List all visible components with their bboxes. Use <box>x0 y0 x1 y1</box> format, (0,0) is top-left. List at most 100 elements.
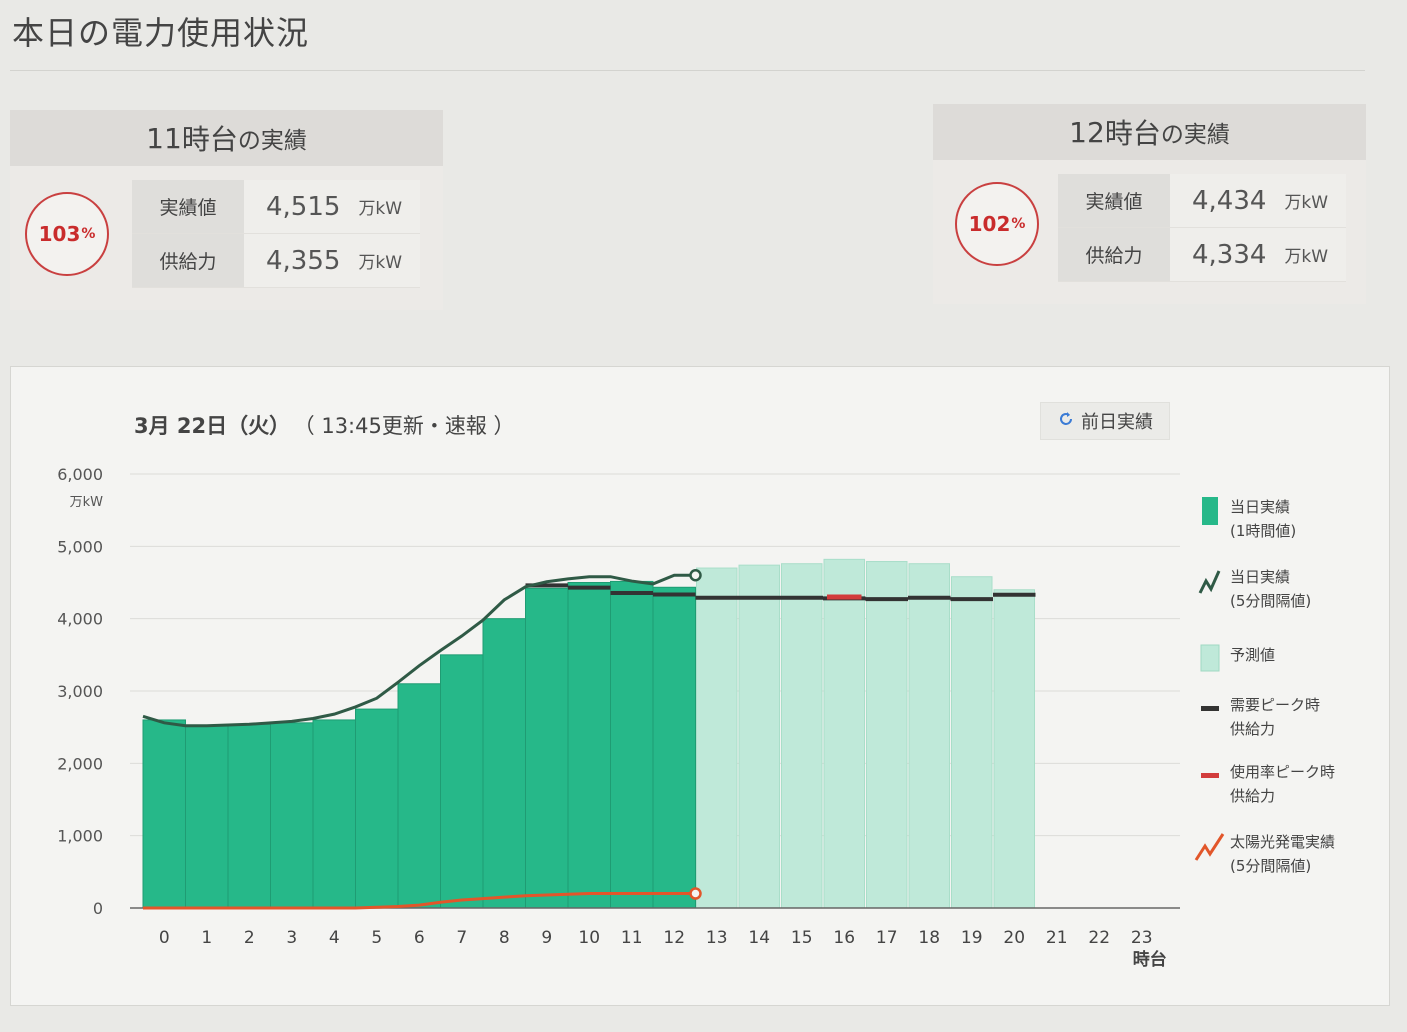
x-tick-label: 18 <box>918 928 940 948</box>
previous-day-button[interactable]: 前日実績 <box>1040 402 1170 440</box>
x-tick-label: 19 <box>961 928 983 948</box>
actual-bar <box>652 586 696 909</box>
y-tick-label: 1,000 <box>57 827 103 846</box>
x-tick-label: 16 <box>833 928 855 948</box>
row-label: 供給力 <box>1058 228 1170 281</box>
x-tick-label: 1 <box>201 928 212 948</box>
actual-bar <box>567 582 611 909</box>
chart-date-header: 3月 22日（火） （ 13:45更新・速報 ） <box>134 410 515 440</box>
row-label: 実績値 <box>132 180 244 233</box>
actual-bar <box>227 723 271 909</box>
x-tick-label: 7 <box>456 928 467 948</box>
legend-item-actual-hourly: 当日実績 (1時間値) <box>1190 495 1296 543</box>
x-tick-label: 17 <box>876 928 898 948</box>
actual-bar <box>482 618 526 909</box>
result-card-11: 11 時台 の実績 103% 実績値 4,515 万kW 供給力 4,355 万kW <box>10 110 443 310</box>
value-table: 実績値 4,434 万kW 供給力 4,334 万kW <box>1058 174 1346 282</box>
row-value-cell: 4,334 万kW <box>1170 228 1346 281</box>
result-card-12: 12 時台 の実績 102% 実績値 4,434 万kW 供給力 4,334 万kW <box>933 104 1366 304</box>
legend-item-demand-peak-supply: 需要ピーク時 供給力 <box>1190 693 1320 741</box>
y-tick-label: 5,000 <box>57 537 103 556</box>
x-tick-label: 11 <box>621 928 643 948</box>
x-tick-label: 12 <box>663 928 685 948</box>
card-hour-suffix: 時台 <box>1104 117 1161 150</box>
row-unit: 万kW <box>358 253 403 273</box>
row-value: 4,334 <box>1192 239 1267 270</box>
card-hour: 11 <box>146 121 182 155</box>
x-tick-label: 5 <box>371 928 382 948</box>
legend-swatch-actual-hourly <box>1190 495 1230 527</box>
row-unit: 万kW <box>1284 247 1329 267</box>
actual-bar <box>355 708 399 909</box>
legend-swatch-demand-peak-supply <box>1190 693 1230 725</box>
row-label: 実績値 <box>1058 174 1170 227</box>
usage-rate-value: 103 <box>38 222 81 246</box>
y-tick-label: 0 <box>93 899 103 918</box>
legend-label: 当日実績 (5分間隔値) <box>1230 568 1312 610</box>
row-value-cell: 4,355 万kW <box>244 234 420 287</box>
row-value-cell: 4,515 万kW <box>244 180 420 233</box>
y-tick-label: 6,000 <box>57 465 103 484</box>
card-title-suffix: の実績 <box>1160 122 1230 148</box>
usage-rate-ring: 102% <box>955 182 1039 266</box>
x-tick-label: 21 <box>1046 928 1068 948</box>
value-table: 実績値 4,515 万kW 供給力 4,355 万kW <box>132 180 420 288</box>
actual-bar <box>312 719 356 909</box>
x-tick-label: 0 <box>159 928 170 948</box>
actual-5min-line <box>142 573 696 728</box>
row-value: 4,355 <box>266 245 341 276</box>
legend-swatch-actual-5min <box>1190 565 1230 597</box>
legend-swatch-usage-peak-supply <box>1190 760 1230 792</box>
card-hour-suffix: 時台 <box>181 123 238 156</box>
forecast-bar <box>781 563 823 909</box>
usage-rate-unit: % <box>1011 216 1026 232</box>
page-title: 本日の電力使用状況 <box>12 14 310 52</box>
legend-label: 太陽光発電実績 (5分間隔値) <box>1230 833 1336 875</box>
usage-rate-ring: 103% <box>25 192 109 276</box>
card-title-suffix: の実績 <box>237 128 307 154</box>
row-unit: 万kW <box>358 199 403 219</box>
card-title: 12 時台 の実績 <box>933 104 1366 160</box>
usage-rate-value: 102 <box>968 212 1011 236</box>
row-value-cell: 4,434 万kW <box>1170 174 1346 227</box>
legend-label: 需要ピーク時 供給力 <box>1230 696 1321 738</box>
card-title: 11 時台 の実績 <box>10 110 443 166</box>
legend-label: 予測値 <box>1230 646 1276 664</box>
refresh-icon <box>1057 410 1075 433</box>
legend-item-actual-5min: 当日実績 (5分間隔値) <box>1190 565 1311 613</box>
legend-item-solar: 太陽光発電実績 (5分間隔値) <box>1190 830 1335 878</box>
y-tick-label: 4,000 <box>57 610 103 629</box>
forecast-bar <box>823 558 865 909</box>
x-tick-label: 23 <box>1131 928 1153 948</box>
usage-rate-unit: % <box>81 226 96 242</box>
actual-bar <box>440 654 484 909</box>
forecast-bar <box>738 564 780 909</box>
y-tick-label: 3,000 <box>57 682 103 701</box>
x-tick-label: 15 <box>791 928 813 948</box>
forecast-bar <box>866 561 908 909</box>
forecast-bar <box>696 567 738 909</box>
chart-date: 3月 22日（火） <box>134 414 291 438</box>
actual-bar <box>270 722 314 909</box>
x-tick-label: 3 <box>286 928 297 948</box>
row-value: 4,434 <box>1192 185 1267 216</box>
x-tick-label: 22 <box>1088 928 1110 948</box>
legend-label: 当日実績 (1時間値) <box>1230 498 1297 540</box>
y-axis-unit: 万kW <box>70 495 104 510</box>
row-unit: 万kW <box>1284 193 1329 213</box>
x-tick-label: 10 <box>578 928 600 948</box>
row-value: 4,515 <box>266 191 341 222</box>
previous-day-label: 前日実績 <box>1081 412 1153 433</box>
x-tick-label: 8 <box>499 928 510 948</box>
x-tick-label: 20 <box>1003 928 1025 948</box>
title-divider <box>10 70 1365 71</box>
actual-bar <box>185 725 229 909</box>
x-tick-label: 2 <box>244 928 255 948</box>
chart-update-time: （ 13:45更新・速報 ） <box>304 414 515 438</box>
x-tick-label: 14 <box>748 928 770 948</box>
forecast-bar <box>993 589 1035 909</box>
x-tick-label: 6 <box>414 928 425 948</box>
actual-5min-latest-point <box>689 569 702 582</box>
forecast-bar <box>908 563 950 909</box>
x-tick-label: 9 <box>541 928 552 948</box>
